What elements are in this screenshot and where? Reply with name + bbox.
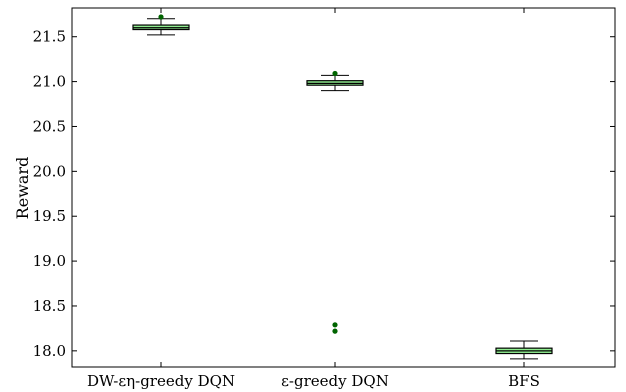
y-axis-title: Reward bbox=[13, 157, 32, 220]
outlier-point bbox=[332, 328, 338, 334]
y-tick-label: 19.5 bbox=[33, 207, 66, 225]
y-tick-label: 18.5 bbox=[33, 297, 66, 315]
y-tick-label: 21.5 bbox=[33, 28, 66, 46]
outlier-point bbox=[158, 14, 164, 20]
outlier-point bbox=[332, 70, 338, 77]
x-category-label: DW-εη-greedy DQN bbox=[87, 372, 235, 390]
y-axis: 18.0 18.5 19.0 19.5 20.0 20.5 21.0 21.5 bbox=[33, 28, 615, 360]
box-group bbox=[132, 14, 190, 36]
box-group bbox=[495, 340, 553, 360]
x-axis: DW-εη-greedy DQN ε-greedy DQN BFS bbox=[87, 8, 540, 390]
x-category-label: ε-greedy DQN bbox=[281, 372, 389, 390]
outlier-point bbox=[332, 322, 338, 328]
y-tick-label: 18.0 bbox=[33, 342, 66, 360]
y-tick-label: 19.0 bbox=[33, 252, 66, 270]
box-group bbox=[306, 70, 364, 334]
y-tick-label: 21.0 bbox=[33, 73, 66, 91]
x-category-label: BFS bbox=[508, 372, 540, 390]
plot-frame bbox=[71, 7, 616, 368]
y-tick-label: 20.0 bbox=[33, 162, 66, 180]
box-series bbox=[132, 14, 553, 360]
y-tick-label: 20.5 bbox=[33, 117, 66, 135]
